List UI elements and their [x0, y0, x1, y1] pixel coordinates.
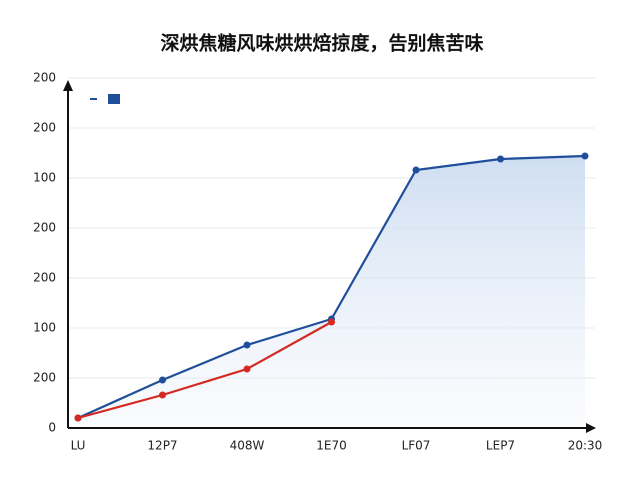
point	[243, 341, 251, 349]
point	[328, 318, 335, 326]
point	[159, 391, 166, 399]
point	[497, 155, 504, 163]
point	[581, 152, 589, 160]
y-tick-label: 200	[33, 71, 56, 85]
y-tick-label: 200	[33, 371, 56, 385]
y-tick-label: 0	[48, 421, 56, 435]
point	[412, 166, 420, 174]
x-tick-label: 12P7	[147, 439, 177, 453]
point	[74, 414, 82, 422]
legend-swatch	[108, 94, 120, 104]
x-tick-label: LF07	[402, 439, 431, 453]
point	[243, 365, 251, 373]
x-tick-label: LU	[71, 439, 86, 453]
y-tick-label: 200	[33, 121, 56, 135]
chart-title: 深烘焦糖风味烘烘焙掠度，告别焦苦味	[160, 32, 483, 55]
y-tick-label: 200	[33, 221, 56, 235]
line	[77, 321, 333, 420]
x-axis-arrow	[586, 423, 596, 433]
area	[78, 156, 585, 428]
x-tick-label: 408W	[230, 439, 265, 453]
x-tick-label: 20:30	[568, 439, 603, 453]
y-axis-arrow	[63, 80, 73, 91]
y-tick-label: 100	[33, 321, 56, 335]
y-tick-label: 200	[33, 271, 56, 285]
plot-area	[68, 77, 595, 429]
point	[159, 376, 166, 384]
legend	[90, 94, 120, 104]
x-tick-label: 1E70	[316, 439, 347, 453]
y-tick-label: 100	[33, 171, 56, 185]
x-tick-label: LEP7	[486, 439, 515, 453]
